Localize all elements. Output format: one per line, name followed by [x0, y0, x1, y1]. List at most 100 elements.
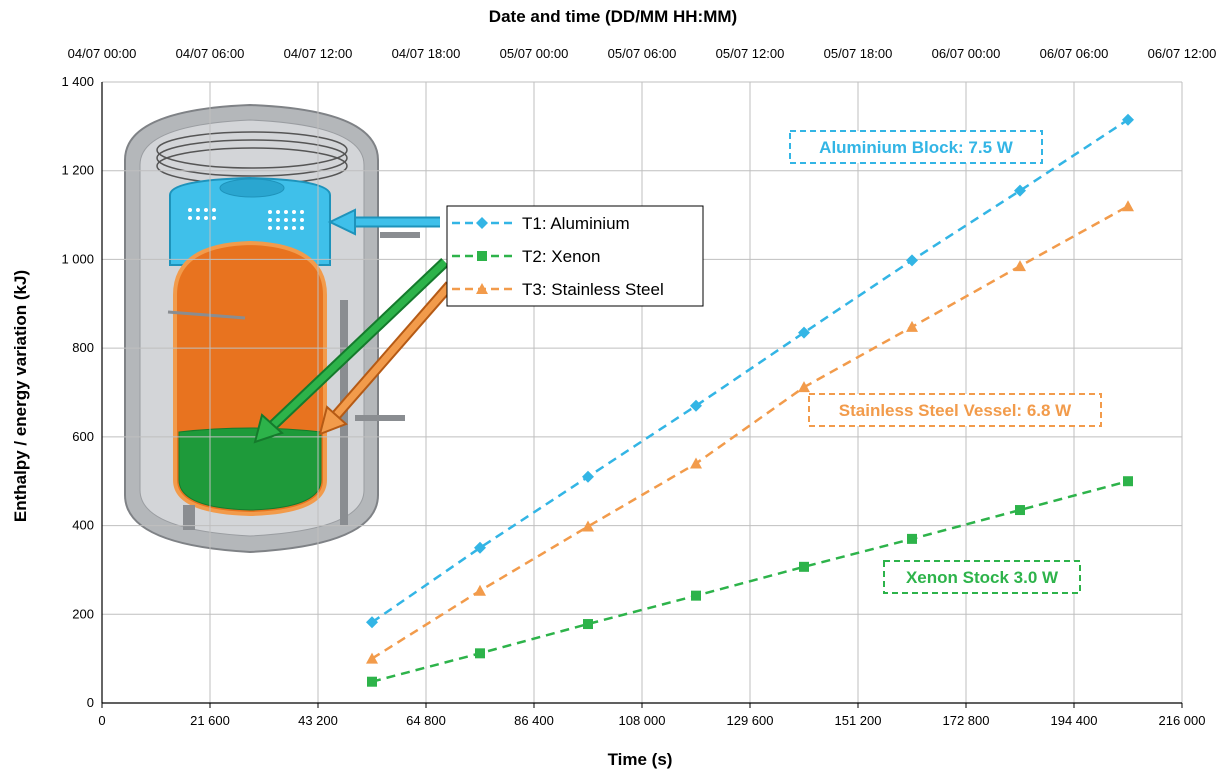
- arrow-steel-head: [318, 405, 348, 436]
- x-axis-title: Time (s): [608, 750, 673, 769]
- legend-box: [446, 205, 704, 307]
- grid: [102, 81, 1183, 703]
- data-point-xenon: [1123, 476, 1133, 487]
- legend-label-xenon: T2: Xenon: [522, 247, 600, 266]
- y-tick-label: 600: [72, 429, 94, 444]
- support-leg: [183, 505, 195, 530]
- data-point-steel: [366, 652, 378, 664]
- data-point-aluminium: [690, 399, 702, 412]
- aluminium-block-port: [219, 178, 285, 198]
- annotation-aluminium: Aluminium Block: 7.5 W: [789, 130, 1043, 164]
- y-tick-label: 0: [87, 695, 94, 710]
- top-axis-tick-label: 04/07 18:00: [392, 46, 461, 61]
- annotation-xenon: Xenon Stock 3.0 W: [883, 560, 1081, 594]
- axes: 0 200 400 600 800 1 000 1 200 1 400 0 04/07 00:00…: [61, 46, 1216, 728]
- data-point-xenon: [475, 648, 485, 659]
- legend-marker-steel: [476, 283, 488, 294]
- legend-item-steel: T3: Stainless Steel: [452, 280, 664, 299]
- top-axis-tick-label: 05/07 06:00: [608, 46, 677, 61]
- top-axis-tick-label: 04/07 00:00: [68, 46, 137, 61]
- data-point-aluminium: [366, 616, 378, 629]
- data-point-aluminium: [798, 326, 810, 339]
- data-point-steel: [1014, 260, 1026, 272]
- series-line-aluminium: [371, 118, 1129, 624]
- y-tick-label: 200: [72, 606, 94, 621]
- x-tick-label: 21 600: [190, 713, 230, 728]
- data-point-xenon: [799, 561, 809, 572]
- lid-ring: [156, 131, 348, 169]
- legend-label-steel: T3: Stainless Steel: [522, 280, 664, 299]
- data-point-xenon: [1015, 505, 1025, 516]
- x-tick-label: 151 200: [835, 713, 882, 728]
- x-tick-label: 86 400: [514, 713, 554, 728]
- x-tick-label: 216 000: [1159, 713, 1206, 728]
- series-markers: [366, 113, 1134, 687]
- data-point-steel: [798, 381, 810, 393]
- series-line-xenon: [371, 479, 1129, 683]
- series-line-steel: [371, 205, 1129, 660]
- probe-rod: [167, 310, 246, 320]
- annotation-xenon-box: [883, 560, 1081, 594]
- valve-pipe: [380, 232, 420, 238]
- top-axis-tick-label: 04/07 12:00: [284, 46, 353, 61]
- legend-label-aluminium: T1: Aluminium: [522, 214, 630, 233]
- data-point-steel: [906, 320, 918, 332]
- x-tick-label: 108 000: [619, 713, 666, 728]
- data-point-aluminium: [1122, 113, 1134, 126]
- top-axis-tick-label: 06/07 06:00: [1040, 46, 1109, 61]
- xenon-liquid: [178, 427, 322, 511]
- series-lines: [371, 118, 1129, 683]
- data-point-aluminium: [474, 541, 486, 554]
- annotation-steel: Stainless Steel Vessel: 6.8 W: [808, 393, 1102, 427]
- arrow-xenon: [265, 259, 448, 433]
- annotation-aluminium-box: [789, 130, 1043, 164]
- valve-pipe: [355, 415, 405, 421]
- legend-item-aluminium: T1: Aluminium: [452, 214, 630, 233]
- x-tick-label: 129 600: [727, 713, 774, 728]
- top-axis-tick-label: 05/07 00:00: [500, 46, 569, 61]
- top-axis-tick-label: 05/07 18:00: [824, 46, 893, 61]
- data-point-aluminium: [582, 470, 594, 483]
- x-tick-label: 0: [98, 713, 105, 728]
- annotation-steel-text: Stainless Steel Vessel: 6.8 W: [839, 401, 1072, 420]
- legend-arrows: [253, 208, 455, 444]
- data-point-steel: [690, 457, 702, 469]
- arrow-steel: [329, 282, 453, 423]
- top-axis-title: Date and time (DD/MM HH:MM): [489, 7, 737, 26]
- legend: T1: Aluminium T2: Xenon T3: Stainless St…: [446, 205, 704, 307]
- x-tick-label: 172 800: [943, 713, 990, 728]
- aluminium-block-holes: [188, 208, 304, 230]
- legend-marker-aluminium: [476, 217, 488, 229]
- y-axis-title: Enthalpy / energy variation (kJ): [11, 270, 30, 522]
- top-axis-tick-label: 04/07 06:00: [176, 46, 245, 61]
- y-tick-label: 1 200: [61, 163, 94, 178]
- data-point-xenon: [367, 676, 377, 687]
- top-axis-tick-label: 05/07 12:00: [716, 46, 785, 61]
- data-point-steel: [1122, 200, 1134, 212]
- arrow-xenon-head: [253, 413, 284, 444]
- legend-marker-xenon: [477, 251, 487, 261]
- x-tick-label: 64 800: [406, 713, 446, 728]
- annotation-steel-box: [808, 393, 1102, 427]
- x-tick-label: 194 400: [1051, 713, 1098, 728]
- y-tick-label: 800: [72, 340, 94, 355]
- data-point-aluminium: [906, 254, 918, 267]
- data-point-xenon: [907, 533, 917, 544]
- y-tick-label: 1 400: [61, 74, 94, 89]
- top-axis-tick-label: 06/07 00:00: [932, 46, 1001, 61]
- y-tick-label: 400: [72, 518, 94, 533]
- x-tick-label: 43 200: [298, 713, 338, 728]
- top-axis-tick-label: 06/07 12:00: [1148, 46, 1217, 61]
- annotation-aluminium-text: Aluminium Block: 7.5 W: [819, 138, 1014, 157]
- data-point-steel: [474, 584, 486, 596]
- legend-item-xenon: T2: Xenon: [452, 247, 600, 266]
- lid-ring: [156, 139, 348, 177]
- data-point-steel: [582, 520, 594, 532]
- y-tick-label: 1 000: [61, 251, 94, 266]
- annotation-xenon-text: Xenon Stock 3.0 W: [906, 568, 1059, 587]
- data-point-xenon: [583, 619, 593, 630]
- data-point-aluminium: [1014, 184, 1026, 197]
- arrow-aluminium-head: [327, 208, 356, 236]
- data-point-xenon: [691, 590, 701, 601]
